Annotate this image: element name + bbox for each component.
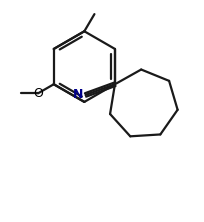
Text: N: N: [72, 88, 83, 101]
Text: O: O: [33, 87, 43, 100]
